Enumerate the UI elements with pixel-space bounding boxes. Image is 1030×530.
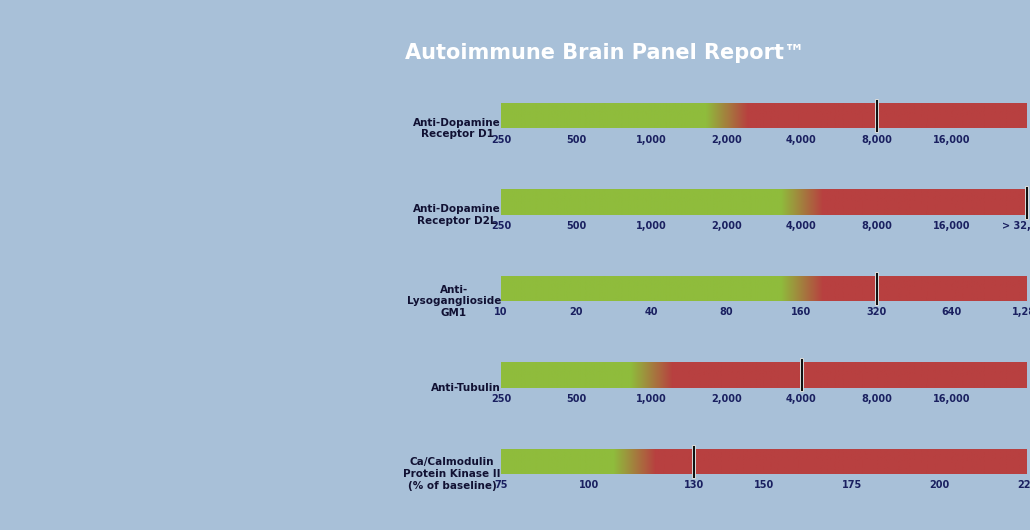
Text: 250: 250 bbox=[490, 394, 511, 404]
Text: 175: 175 bbox=[842, 480, 862, 490]
Text: 80: 80 bbox=[720, 307, 733, 317]
Text: Anti-Dopamine
Receptor D1: Anti-Dopamine Receptor D1 bbox=[413, 118, 501, 139]
Text: 500: 500 bbox=[565, 135, 586, 145]
Text: 2,000: 2,000 bbox=[711, 394, 742, 404]
Text: 16,000: 16,000 bbox=[933, 135, 970, 145]
Text: 1,000: 1,000 bbox=[636, 394, 666, 404]
Text: 500: 500 bbox=[565, 394, 586, 404]
Bar bbox=[692, 445, 695, 478]
Text: 250: 250 bbox=[490, 221, 511, 231]
Text: 1,280: 1,280 bbox=[1011, 307, 1030, 317]
Text: 200: 200 bbox=[929, 480, 950, 490]
Text: 640: 640 bbox=[941, 307, 962, 317]
Text: 2,000: 2,000 bbox=[711, 135, 742, 145]
Text: 320: 320 bbox=[866, 307, 887, 317]
Text: 160: 160 bbox=[791, 307, 812, 317]
Text: 10: 10 bbox=[494, 307, 508, 317]
Text: 4,000: 4,000 bbox=[786, 135, 817, 145]
Bar bbox=[876, 272, 879, 305]
Bar bbox=[1025, 186, 1029, 219]
Text: 250: 250 bbox=[490, 135, 511, 145]
Text: 1,000: 1,000 bbox=[636, 221, 666, 231]
Text: 150: 150 bbox=[754, 480, 774, 490]
Text: 1,000: 1,000 bbox=[636, 135, 666, 145]
Text: 8,000: 8,000 bbox=[861, 221, 892, 231]
Text: Ca/Calmodulin
Protein Kinase II
(% of baseline): Ca/Calmodulin Protein Kinase II (% of ba… bbox=[404, 457, 501, 491]
Text: 16,000: 16,000 bbox=[933, 221, 970, 231]
Bar bbox=[800, 358, 803, 392]
Text: 225: 225 bbox=[1017, 480, 1030, 490]
Text: 8,000: 8,000 bbox=[861, 394, 892, 404]
Text: Anti-
Lysoganglioside
GM1: Anti- Lysoganglioside GM1 bbox=[407, 285, 501, 318]
Text: Anti-Tubulin: Anti-Tubulin bbox=[432, 383, 501, 393]
Text: 130: 130 bbox=[684, 480, 703, 490]
Text: 500: 500 bbox=[565, 221, 586, 231]
Text: 20: 20 bbox=[570, 307, 583, 317]
Text: 75: 75 bbox=[494, 480, 508, 490]
Text: Anti-Dopamine
Receptor D2L: Anti-Dopamine Receptor D2L bbox=[413, 204, 501, 226]
Text: Autoimmune Brain Panel Report™: Autoimmune Brain Panel Report™ bbox=[405, 43, 805, 63]
Bar bbox=[876, 99, 879, 132]
Text: 16,000: 16,000 bbox=[933, 394, 970, 404]
Text: 40: 40 bbox=[645, 307, 658, 317]
Text: > 32,000: > 32,000 bbox=[1002, 221, 1030, 231]
Text: 8,000: 8,000 bbox=[861, 135, 892, 145]
Text: 100: 100 bbox=[579, 480, 598, 490]
Text: 2,000: 2,000 bbox=[711, 221, 742, 231]
Text: 4,000: 4,000 bbox=[786, 394, 817, 404]
Text: 4,000: 4,000 bbox=[786, 221, 817, 231]
